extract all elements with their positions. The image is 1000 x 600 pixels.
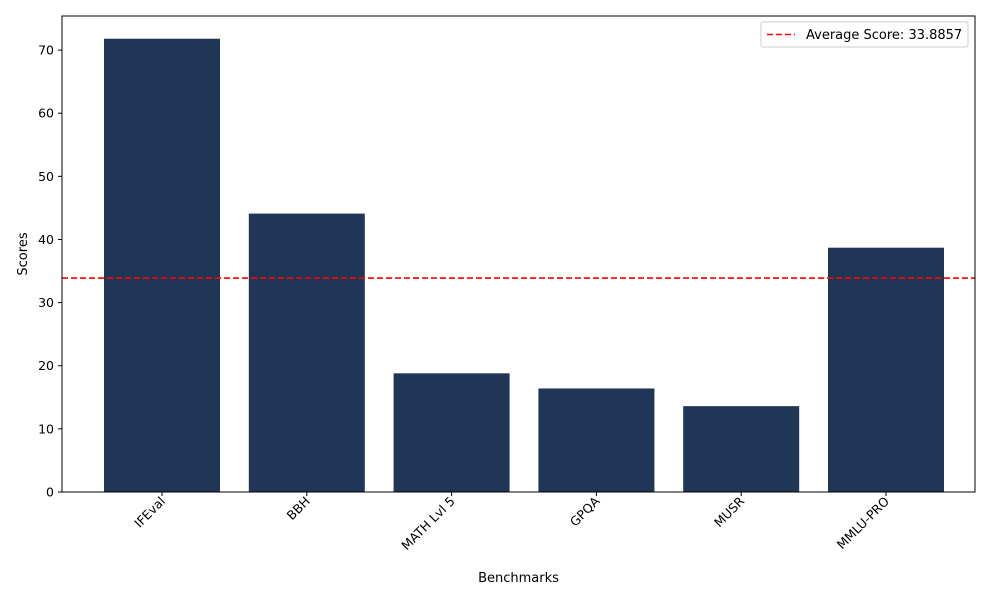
y-tick-label: 40 xyxy=(38,232,54,247)
bar-math-lvl-5 xyxy=(393,373,510,492)
legend-label: Average Score: 33.8857 xyxy=(806,28,962,43)
x-axis-title: Benchmarks xyxy=(478,571,559,586)
x-axis: IFEval BBH MATH Lvl 5 GPQA MUSR MMLU-PRO xyxy=(131,492,892,553)
y-axis: 0 10 20 30 40 50 60 70 xyxy=(38,43,62,500)
plot-frame xyxy=(61,15,976,493)
x-tick-label: MATH Lvl 5 xyxy=(398,494,457,553)
bar-ifeval xyxy=(104,38,220,492)
legend-box xyxy=(760,21,969,48)
bar-mmlu-pro xyxy=(828,247,944,492)
y-tick-label: 70 xyxy=(38,43,54,58)
bars-group xyxy=(104,38,944,493)
x-tick-label: BBH xyxy=(284,494,313,523)
x-tick-label: MUSR xyxy=(711,493,748,530)
legend: Average Score: 33.8857 xyxy=(760,21,969,48)
x-tick-label: GPQA xyxy=(567,493,603,529)
y-axis-title: Scores xyxy=(16,232,31,275)
y-tick-label: 20 xyxy=(38,358,54,373)
x-tick-label: IFEval xyxy=(131,494,168,531)
y-tick-label: 30 xyxy=(38,295,54,310)
y-tick-label: 60 xyxy=(38,106,54,121)
x-tick-label: MMLU-PRO xyxy=(834,493,893,552)
bar-musr xyxy=(683,406,800,492)
y-tick-label: 0 xyxy=(46,485,54,500)
bar-bbh xyxy=(248,213,365,493)
bar-gpqa xyxy=(538,388,655,492)
y-tick-label: 10 xyxy=(38,421,54,436)
y-tick-label: 50 xyxy=(38,169,54,184)
